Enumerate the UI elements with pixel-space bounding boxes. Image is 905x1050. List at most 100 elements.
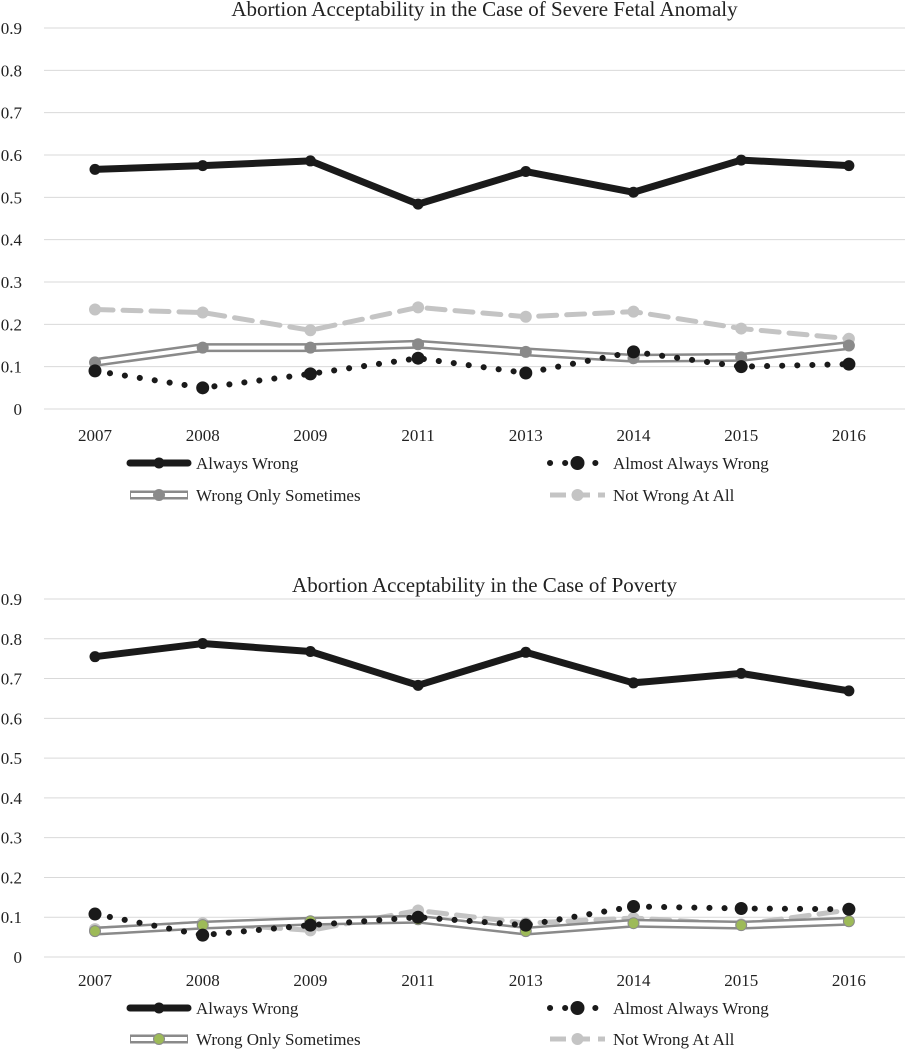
data-point [412, 679, 424, 691]
y-tick-label: 0.5 [1, 749, 22, 768]
y-tick-label: 0.8 [1, 61, 22, 80]
series-line [94, 640, 850, 695]
series-wrong-only-sometimes [89, 913, 855, 938]
data-point [842, 915, 855, 928]
x-tick-label: 2009 [293, 971, 327, 990]
series-line-inner [94, 917, 849, 934]
series-always-wrong [89, 638, 855, 697]
legend-item-wrong-only-sometimes: Wrong Only Sometimes [130, 1030, 361, 1049]
legend-label: Wrong Only Sometimes [196, 1030, 361, 1049]
legend-marker [153, 1033, 165, 1045]
y-tick-label: 0.5 [1, 188, 22, 207]
legend: Always Wrong Almost Always Wrong Wrong Onl… [126, 999, 769, 1049]
series-not-wrong-at-all [89, 301, 855, 345]
x-tick-label: 2007 [78, 426, 113, 445]
data-point [843, 160, 855, 172]
chart-poverty: Abortion Acceptability in the Case of Po… [1, 573, 905, 1049]
data-point [196, 306, 209, 319]
data-point [304, 155, 316, 167]
y-tick-label: 0 [14, 948, 23, 967]
series-line [92, 903, 852, 939]
series-line-inner [94, 342, 850, 365]
y-tick-label: 0.4 [1, 789, 23, 808]
data-point [89, 651, 101, 663]
legend-marker [153, 457, 165, 469]
x-tick-label: 2008 [186, 971, 220, 990]
data-point [196, 341, 209, 354]
x-tick-label: 2015 [724, 426, 758, 445]
x-tick-label: 2011 [401, 971, 434, 990]
legend-item-wrong-only-sometimes: Wrong Only Sometimes [130, 486, 361, 505]
data-point [735, 322, 748, 335]
data-point [412, 198, 424, 210]
legend-item-always-wrong: Always Wrong [126, 999, 299, 1018]
data-point [519, 345, 532, 358]
y-tick-label: 0.9 [1, 19, 22, 38]
legend-marker [153, 1002, 165, 1014]
x-tick-label: 2007 [78, 971, 113, 990]
data-point [520, 166, 532, 178]
data-point [842, 902, 856, 916]
data-point [520, 646, 532, 658]
x-tick-label: 2008 [186, 426, 220, 445]
y-tick-label: 0.6 [1, 146, 22, 165]
data-point [735, 919, 748, 932]
legend-item-not-wrong-at-all: Not Wrong At All [550, 1030, 735, 1049]
data-point [196, 928, 210, 942]
legend-marker [571, 1033, 584, 1045]
x-tick-label: 2009 [293, 426, 327, 445]
y-tick-label: 0.1 [1, 358, 22, 377]
y-tick-label: 0.6 [1, 709, 22, 728]
x-tick-label: 2013 [509, 971, 543, 990]
y-tick-label: 0.2 [1, 315, 22, 334]
data-point [627, 917, 640, 930]
legend-label: Always Wrong [196, 454, 299, 473]
y-tick-label: 0 [14, 400, 23, 419]
data-point [627, 305, 640, 318]
data-point [842, 357, 856, 371]
legend-label: Almost Always Wrong [613, 999, 769, 1018]
data-point [88, 907, 102, 921]
x-tick-label: 2014 [617, 971, 652, 990]
series-line [92, 348, 852, 391]
data-point [412, 338, 425, 351]
data-point [196, 381, 210, 395]
data-point [89, 303, 101, 316]
legend: Always Wrong Almost Always Wrong Wrong Onl… [126, 454, 769, 505]
data-point [197, 638, 209, 650]
legend-label: Not Wrong At All [613, 486, 735, 505]
data-point [628, 186, 639, 198]
y-tick-label: 0.3 [1, 273, 22, 292]
data-point [734, 901, 748, 915]
data-point [519, 366, 533, 380]
legend-item-almost-always-wrong: Almost Always Wrong [547, 454, 769, 473]
data-point [843, 685, 855, 697]
data-point [628, 677, 639, 689]
legend-label: Not Wrong At All [613, 1030, 735, 1049]
data-point [734, 360, 748, 374]
legend-item-almost-always-wrong: Almost Always Wrong [547, 999, 769, 1018]
data-point [304, 341, 317, 354]
series-always-wrong [89, 154, 855, 210]
data-point [304, 324, 317, 337]
data-point [88, 364, 102, 378]
chart-title: Abortion Acceptability in the Case of Se… [231, 0, 738, 21]
x-tick-label: 2011 [401, 426, 434, 445]
y-tick-label: 0.2 [1, 868, 22, 887]
data-point [412, 301, 425, 314]
data-point [519, 310, 532, 323]
y-tick-label: 0.9 [1, 590, 22, 609]
legend-item-always-wrong: Always Wrong [126, 454, 299, 473]
data-point [411, 910, 425, 924]
series-almost-always-wrong [88, 899, 856, 942]
data-point [735, 667, 747, 679]
series-line [92, 304, 852, 342]
data-point [197, 160, 209, 172]
data-point [303, 918, 317, 932]
y-tick-label: 0.7 [1, 670, 23, 689]
y-tick-label: 0.3 [1, 829, 22, 848]
legend-marker [570, 1001, 585, 1015]
legend-marker [153, 489, 165, 501]
legend-marker [571, 489, 584, 501]
